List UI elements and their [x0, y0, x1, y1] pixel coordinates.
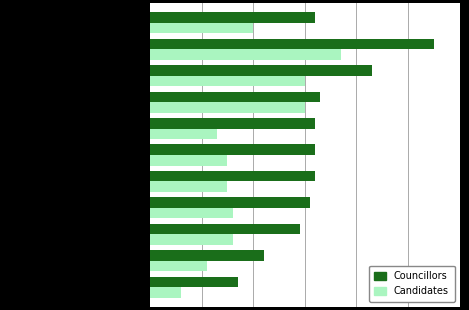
Bar: [150, 250, 264, 261]
Bar: [150, 181, 227, 192]
Bar: [150, 234, 233, 245]
Bar: [150, 102, 305, 113]
Bar: [150, 49, 341, 60]
Bar: [150, 91, 320, 102]
Bar: [150, 23, 253, 33]
Bar: [150, 129, 217, 139]
Bar: [150, 144, 315, 155]
Legend: Councillors, Candidates: Councillors, Candidates: [369, 265, 455, 302]
Bar: [150, 208, 233, 219]
Bar: [150, 261, 207, 271]
Bar: [150, 171, 315, 181]
Bar: [150, 118, 315, 129]
Bar: [150, 197, 310, 208]
Bar: [150, 39, 434, 49]
Bar: [150, 12, 315, 23]
Bar: [150, 76, 305, 86]
Bar: [150, 224, 300, 234]
Bar: [150, 155, 227, 166]
Bar: [150, 65, 372, 76]
Bar: [150, 287, 181, 298]
Bar: [150, 277, 238, 287]
